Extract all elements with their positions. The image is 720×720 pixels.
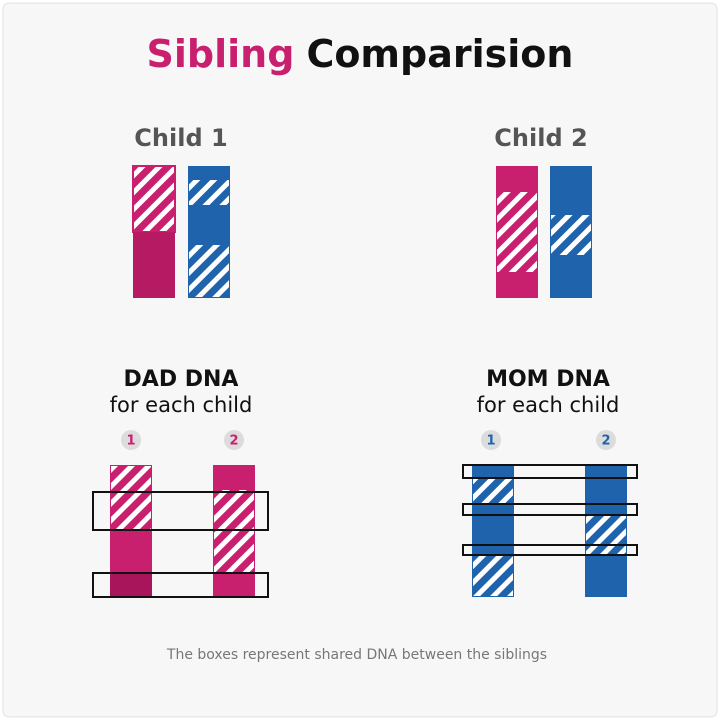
dna-segment <box>132 165 176 233</box>
dna-segment <box>189 180 229 205</box>
child-label: Child 2 <box>494 124 587 152</box>
dna-segment <box>110 573 152 597</box>
panel-subtitle: for each child <box>110 393 253 417</box>
marker-badge <box>224 430 244 450</box>
marker: 1 <box>486 434 495 449</box>
dna-segment <box>92 491 269 531</box>
child1-bars <box>132 165 230 298</box>
dna-segment <box>214 490 254 573</box>
title-rest: Comparision <box>306 32 573 76</box>
dad-bars <box>92 465 269 598</box>
dna-segment <box>551 215 591 255</box>
title: Sibling Comparision <box>147 32 574 76</box>
marker: 1 <box>126 434 135 449</box>
dna-segment <box>133 232 175 298</box>
marker: 2 <box>601 434 610 449</box>
child-label: Child 1 <box>134 124 227 152</box>
dna-segment <box>586 515 626 555</box>
dna-segment <box>92 572 269 598</box>
marker-badge <box>481 430 501 450</box>
panel-title: MOM DNA <box>486 367 610 392</box>
dna-segment <box>189 245 229 297</box>
marker-badge <box>121 430 141 450</box>
dna-segment <box>111 466 151 530</box>
dna-segment <box>462 544 638 556</box>
marker: 2 <box>229 434 238 449</box>
dna-segment <box>473 555 513 596</box>
dna-segment <box>497 192 537 272</box>
panel-title: DAD DNA <box>124 367 239 392</box>
title-highlight: Sibling <box>147 32 295 76</box>
dna-segment <box>462 464 638 479</box>
mom-bars <box>462 464 638 597</box>
panel-subtitle: for each child <box>477 393 620 417</box>
dna-segment <box>473 478 513 505</box>
dna-segment <box>462 503 638 516</box>
caption: The boxes represent shared DNA between t… <box>166 647 547 663</box>
marker-badge <box>596 430 616 450</box>
child2-bars <box>496 166 592 298</box>
